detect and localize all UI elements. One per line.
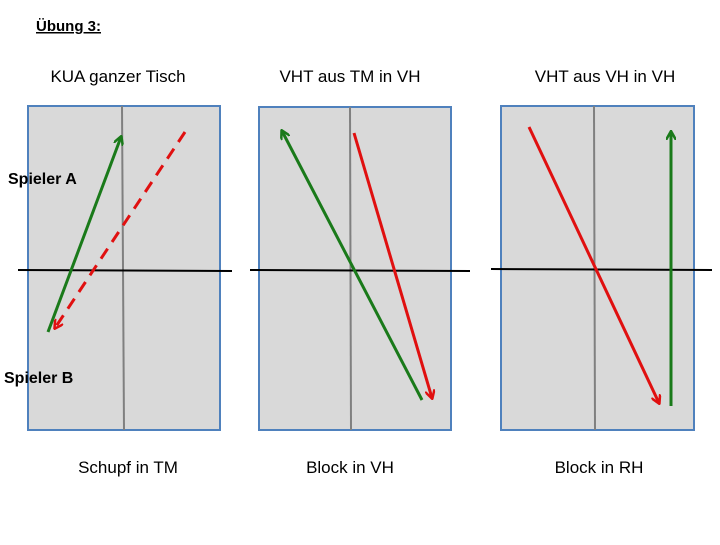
player-a-label: Spieler A: [8, 171, 77, 188]
panel-caption: Schupf in TM: [78, 458, 178, 477]
arrows: [46, 126, 671, 406]
panel-caption: Block in RH: [555, 458, 644, 477]
panel-title: VHT aus TM in VH: [279, 67, 420, 86]
panel-caption: Block in VH: [306, 458, 394, 477]
title: Übung 3:: [36, 18, 101, 35]
panel-title: VHT aus VH in VH: [535, 67, 675, 86]
panel-title: KUA ganzer Tisch: [50, 67, 185, 86]
player-b-label: Spieler B: [4, 370, 73, 387]
tables: [17, 105, 713, 431]
